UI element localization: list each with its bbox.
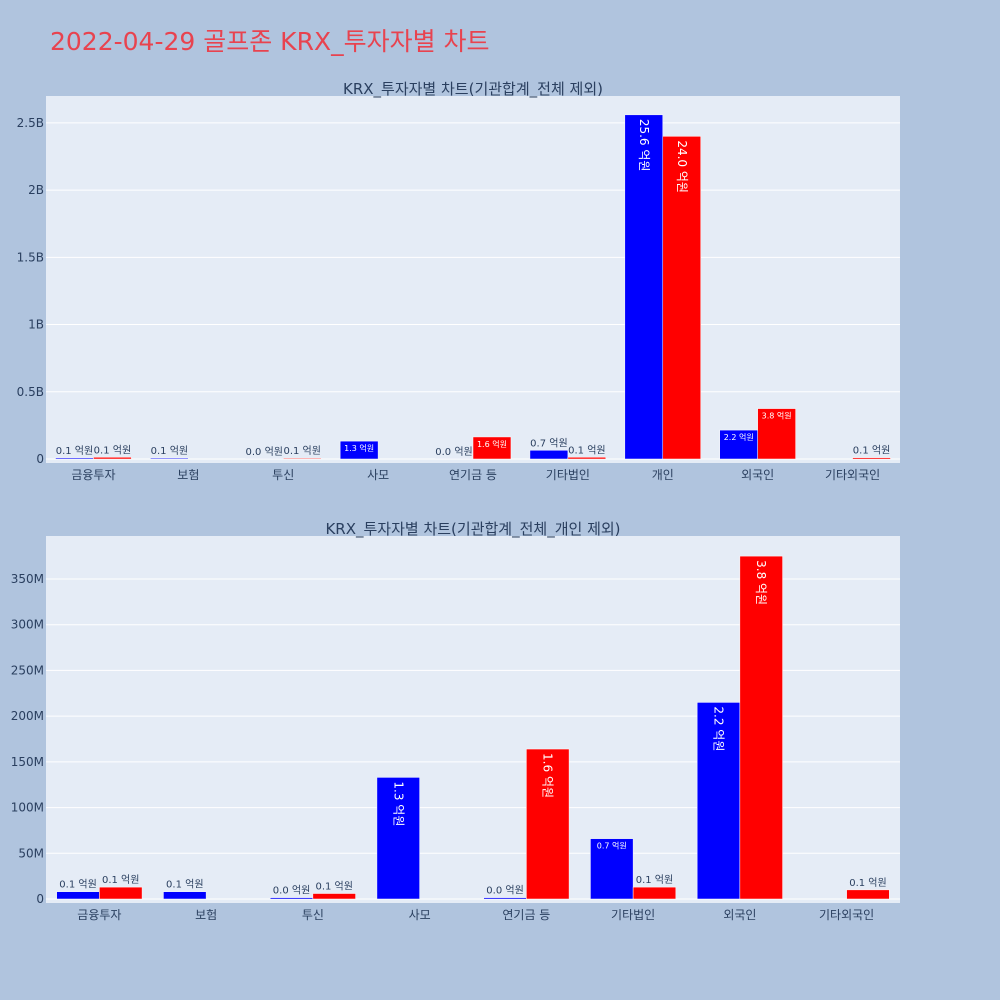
chart-title: KRX_투자자별 차트(기관합계_전체 제외) [343, 80, 603, 99]
bar [163, 891, 207, 900]
y-tick-label: 200M [11, 709, 44, 723]
x-tick-label: 연기금 등 [502, 908, 550, 922]
data-label: 0.7 억원 [530, 437, 567, 449]
chart-buy-sell-excl-individuals: 0 50M 100M 150M 200M 250M 300M 350M 금융투자 보험 투신 사모 연기… [11, 520, 900, 922]
bar [719, 429, 758, 460]
y-tick-label: 350M [11, 572, 44, 586]
data-label: 0.0 억원 [246, 446, 283, 458]
bar [632, 886, 677, 900]
x-tick-label: 보험 [195, 908, 217, 922]
data-label: 0.7 억원 [597, 841, 627, 851]
bar [567, 457, 607, 460]
data-label: 0.0 억원 [273, 885, 310, 897]
bar [739, 555, 783, 900]
data-label: 3.8 억원 [762, 411, 792, 421]
data-label: 0.1 억원 [568, 444, 605, 456]
data-label: 0.1 억원 [59, 879, 96, 891]
bar [846, 889, 890, 900]
y-tick-label: 300M [11, 618, 44, 632]
bar [93, 457, 132, 460]
x-tick-label: 기타외국인 [819, 908, 874, 922]
x-tick-label: 투신 [302, 908, 324, 922]
data-label: 1.6 억원 [541, 753, 555, 798]
bar [56, 891, 100, 900]
data-label: 0.0 억원 [435, 446, 472, 458]
bar [662, 136, 701, 460]
chart-title: KRX_투자자별 차트(기관합계_전체_개인 제외) [325, 520, 620, 539]
y-tick-label: 0 [36, 892, 44, 906]
y-tick-label: 1.5B [17, 250, 44, 264]
y-tick-label: 0.5B [17, 385, 44, 399]
y-tick-label: 1B [28, 318, 44, 332]
bar [55, 457, 94, 460]
x-tick-label: 기타외국인 [825, 468, 880, 482]
data-label: 3.8 억원 [754, 560, 768, 605]
y-tick-label: 100M [11, 801, 44, 815]
data-label: 0.1 억원 [283, 445, 320, 457]
data-label: 24.0 억원 [675, 140, 689, 193]
bar [269, 897, 314, 900]
data-label: 1.6 억원 [477, 439, 507, 449]
bar [757, 408, 796, 460]
data-label: 2.2 억원 [724, 432, 754, 442]
plot-area [46, 96, 900, 463]
x-tick-label: 기타법인 [546, 468, 590, 482]
x-tick-label: 사모 [409, 908, 431, 922]
data-label: 0.1 억원 [56, 445, 93, 457]
x-tick-label: 연기금 등 [449, 468, 497, 482]
data-label: 1.3 억원 [344, 443, 374, 453]
x-tick-label: 개인 [652, 468, 674, 482]
bar [483, 897, 527, 900]
bar [472, 436, 512, 460]
data-label: 0.1 억원 [849, 877, 886, 889]
x-tick-label: 금융투자 [77, 908, 121, 922]
data-label: 0.1 억원 [166, 879, 203, 891]
x-tick-label: 기타법인 [611, 908, 655, 922]
x-tick-label: 금융투자 [71, 468, 115, 482]
bar [526, 748, 570, 900]
y-tick-label: 2B [28, 183, 44, 197]
data-label: 0.1 억원 [636, 874, 673, 886]
data-label: 0.1 억원 [853, 445, 890, 457]
bar [99, 886, 143, 900]
x-tick-label: 외국인 [741, 468, 774, 482]
data-label: 0.1 억원 [94, 444, 131, 456]
x-tick-label: 사모 [367, 468, 389, 482]
data-label: 0.1 억원 [151, 445, 188, 457]
data-label: 0.1 억원 [315, 881, 352, 893]
data-label: 2.2 억원 [712, 706, 726, 751]
bar [339, 440, 379, 460]
page-title: 2022-04-29 골프존 KRX_투자자별 차트 [50, 27, 490, 56]
bar [312, 893, 356, 900]
bar [529, 450, 569, 460]
data-label: 0.0 억원 [486, 885, 523, 897]
y-tick-label: 150M [11, 755, 44, 769]
data-label: 1.3 억원 [391, 781, 405, 826]
bar [696, 702, 741, 900]
bar [282, 457, 322, 460]
x-tick-label: 외국인 [723, 908, 756, 922]
x-tick-label: 보험 [177, 468, 199, 482]
bar [150, 457, 189, 460]
data-label: 25.6 억원 [637, 119, 651, 172]
y-tick-label: 250M [11, 663, 44, 677]
data-label: 0.1 억원 [102, 874, 139, 886]
chart-buy-sell-excl-institutions: 0 0.5B 1B 1.5B 2B 2.5B 금융투자 보험 투신 사모 연기금 등 기타법인 개인 외국… [17, 80, 900, 482]
bar [852, 457, 891, 460]
y-tick-label: 2.5B [17, 116, 44, 130]
y-tick-label: 0 [36, 452, 44, 466]
bar [376, 777, 420, 900]
bar [590, 838, 634, 900]
y-tick-label: 50M [18, 846, 44, 860]
x-tick-label: 투신 [272, 468, 294, 482]
